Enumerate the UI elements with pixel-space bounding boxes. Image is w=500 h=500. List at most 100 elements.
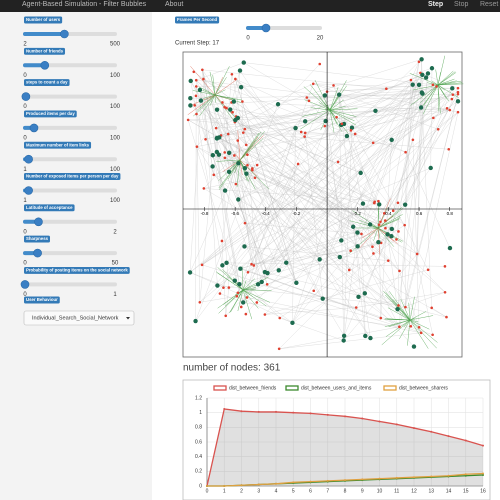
edge	[252, 168, 362, 235]
edge	[343, 228, 392, 336]
edge	[387, 139, 414, 235]
slider-label: steps to count a day	[26, 80, 68, 85]
node	[425, 71, 431, 76]
node	[416, 82, 422, 88]
slider-label: Produced items per day	[26, 111, 75, 116]
edge	[377, 214, 403, 229]
point	[257, 410, 260, 413]
nav-button[interactable]: Step	[428, 1, 443, 8]
node	[349, 125, 355, 130]
legend-swatch	[213, 385, 227, 391]
x-tick-label: 0	[206, 488, 209, 494]
dropdown[interactable]	[23, 310, 135, 326]
edge	[329, 109, 335, 133]
node	[296, 162, 300, 166]
point	[464, 473, 467, 476]
node	[290, 320, 295, 326]
slider-handle[interactable]	[60, 29, 69, 39]
edge	[385, 61, 420, 229]
node	[354, 306, 358, 309]
node	[302, 119, 308, 124]
edge	[235, 154, 241, 161]
node	[198, 301, 202, 304]
node	[204, 138, 207, 141]
edge	[409, 296, 415, 321]
nav-title: Agent-Based Simulation - Filter Bubbles	[22, 1, 147, 8]
edge	[404, 79, 412, 205]
node	[397, 230, 400, 233]
node	[411, 138, 415, 142]
edge	[195, 95, 306, 134]
edge	[231, 70, 241, 103]
node	[255, 282, 261, 287]
slider-handle[interactable]	[29, 123, 39, 133]
slider-handle[interactable]	[40, 61, 50, 70]
node	[409, 324, 413, 328]
edge	[235, 78, 379, 202]
point	[292, 411, 295, 414]
edge	[359, 227, 379, 249]
fps-handle[interactable]	[261, 23, 271, 33]
slider-max: 100	[110, 104, 121, 110]
node	[188, 78, 193, 84]
edge	[279, 236, 392, 349]
edge	[329, 109, 357, 126]
edge	[247, 165, 320, 260]
point	[240, 484, 243, 487]
edge	[223, 289, 244, 305]
slider-handle[interactable]	[33, 248, 42, 258]
node	[236, 197, 241, 202]
slider-handle[interactable]	[20, 280, 30, 289]
edge	[236, 79, 412, 297]
edge	[232, 159, 241, 164]
node	[193, 318, 198, 324]
edge	[393, 107, 422, 211]
node	[299, 130, 303, 134]
node	[186, 118, 190, 122]
node	[353, 132, 357, 136]
slider-handle[interactable]	[24, 154, 33, 164]
dropdown-caret	[126, 317, 130, 320]
node	[244, 143, 248, 147]
x-tick-label: 9	[361, 488, 364, 494]
node	[245, 296, 249, 299]
slider-handle[interactable]	[21, 92, 31, 101]
nav-link[interactable]: About	[165, 1, 183, 8]
edge	[202, 90, 216, 96]
edge	[240, 87, 400, 271]
edge	[387, 307, 411, 321]
node	[241, 131, 245, 134]
node	[303, 131, 307, 135]
edge	[190, 80, 345, 336]
nav-button[interactable]: Stop	[454, 1, 469, 8]
slider-handle[interactable]	[34, 217, 43, 227]
node	[371, 245, 374, 248]
edge	[235, 120, 326, 185]
label-badge	[24, 79, 70, 87]
edge	[410, 84, 439, 106]
y-tick-label: 1.2	[195, 395, 202, 401]
edge	[209, 71, 216, 96]
slider-handle[interactable]	[24, 186, 33, 195]
edge	[313, 172, 361, 291]
edge	[329, 109, 342, 132]
edge	[196, 113, 223, 266]
node	[262, 269, 268, 275]
edge	[437, 70, 454, 86]
node	[373, 108, 378, 113]
node	[395, 306, 400, 312]
node	[336, 160, 340, 164]
node	[418, 105, 424, 110]
sidebar	[0, 12, 152, 500]
node	[236, 291, 240, 295]
edge	[239, 138, 264, 161]
nav-button[interactable]: Reset	[480, 1, 498, 8]
node	[311, 82, 315, 86]
edge	[216, 151, 385, 214]
edge	[409, 319, 437, 349]
edge	[267, 272, 447, 318]
edge	[437, 72, 457, 86]
node	[377, 199, 380, 203]
node	[389, 233, 394, 239]
